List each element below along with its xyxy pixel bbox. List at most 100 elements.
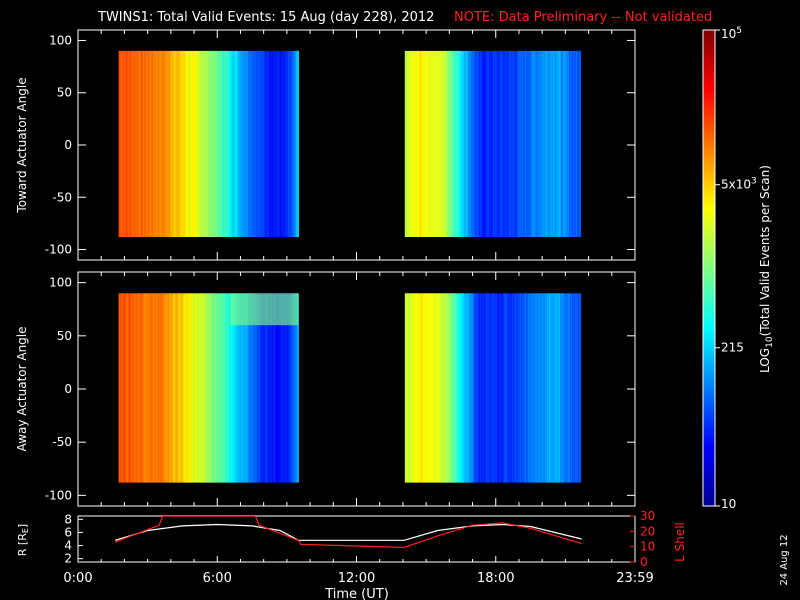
- heatmap-column: [440, 293, 443, 483]
- heatmap-column: [137, 293, 139, 483]
- heatmap-column: [419, 50, 422, 238]
- heatmap-column: [565, 293, 568, 483]
- heatmap-column: [285, 50, 287, 238]
- heatmap-column: [295, 50, 297, 238]
- orbit-right-label: L Shell: [673, 522, 687, 562]
- heatmap-column: [494, 50, 497, 238]
- heatmap-column: [437, 293, 440, 483]
- heatmap-column: [238, 50, 240, 238]
- heatmap-column: [424, 50, 427, 238]
- heatmap-column: [541, 50, 544, 238]
- heatmap-column: [257, 50, 259, 238]
- heatmap-column: [544, 50, 547, 238]
- heatmap-column: [543, 293, 546, 483]
- heatmap-column: [183, 50, 185, 238]
- heatmap-column: [215, 293, 217, 483]
- heatmap-column: [190, 293, 192, 483]
- y-tick-label: 100: [49, 276, 72, 290]
- heatmap-column: [528, 293, 531, 483]
- heatmap-column: [473, 50, 476, 238]
- heatmap-column: [126, 293, 128, 483]
- heatmap-column: [145, 50, 147, 238]
- heatmap-column: [124, 293, 126, 483]
- heatmap-column: [203, 293, 205, 483]
- heatmap-column: [239, 50, 241, 238]
- heatmap-column: [142, 293, 144, 483]
- heatmap-column: [241, 293, 243, 483]
- heatmap-column: [421, 50, 424, 238]
- heatmap-column: [405, 293, 408, 483]
- heatmap-column: [427, 50, 430, 238]
- heatmap-column: [238, 293, 240, 483]
- heatmap-column: [206, 293, 208, 483]
- heatmap-column: [478, 50, 481, 238]
- heatmap-column: [565, 50, 568, 238]
- heatmap-column: [502, 50, 505, 238]
- toward-heatmap-group: [118, 50, 582, 238]
- heatmap-column: [538, 50, 541, 238]
- heatmap-column: [204, 293, 206, 483]
- heatmap-column: [537, 50, 540, 238]
- heatmap-column: [441, 50, 444, 238]
- heatmap-column: [275, 50, 277, 238]
- heatmap-column: [283, 293, 285, 483]
- heatmap-column: [219, 293, 221, 483]
- heatmap-column: [213, 293, 215, 483]
- heatmap-column: [125, 293, 127, 483]
- heatmap-column: [168, 50, 170, 238]
- heatmap-column: [560, 50, 563, 238]
- heatmap-column: [562, 50, 565, 238]
- heatmap-column: [262, 293, 264, 483]
- heatmap-column: [209, 293, 211, 483]
- heatmap-column: [193, 293, 195, 483]
- heatmap-column: [456, 293, 459, 483]
- heatmap-column: [184, 293, 186, 483]
- heatmap-column: [192, 293, 194, 483]
- heatmap-column: [268, 293, 270, 483]
- heatmap-column: [166, 293, 168, 483]
- heatmap-column: [142, 50, 144, 238]
- heatmap-column: [453, 293, 456, 483]
- heatmap-column: [434, 293, 437, 483]
- heatmap-column: [140, 293, 142, 483]
- heatmap-column: [175, 50, 177, 238]
- heatmap-column: [235, 293, 237, 483]
- heatmap-column: [534, 50, 537, 238]
- heatmap-column: [226, 50, 228, 238]
- date-stamp: 24 Aug 12: [779, 534, 790, 585]
- chart-title: TWINS1: Total Valid Events: 15 Aug (day …: [97, 10, 434, 25]
- heatmap-column: [440, 50, 443, 238]
- heatmap-column: [465, 293, 468, 483]
- heatmap-column: [443, 50, 446, 238]
- heatmap-column: [557, 50, 560, 238]
- heatmap-column: [189, 50, 191, 238]
- heatmap-column: [575, 293, 578, 483]
- heatmap-column: [281, 50, 283, 238]
- heatmap-column: [462, 293, 465, 483]
- heatmap-column: [229, 293, 231, 483]
- heatmap-column: [171, 50, 173, 238]
- heatmap-column: [552, 293, 555, 483]
- r-tick-label: 8: [64, 512, 72, 526]
- heatmap-column: [472, 293, 475, 483]
- heatmap-column: [569, 293, 572, 483]
- heatmap-column: [192, 50, 194, 238]
- heatmap-column: [151, 293, 153, 483]
- heatmap-column: [518, 293, 521, 483]
- heatmap-column: [467, 293, 470, 483]
- heatmap-column: [209, 50, 211, 238]
- heatmap-column: [167, 50, 169, 238]
- heatmap-column: [146, 293, 148, 483]
- heatmap-column: [127, 50, 129, 238]
- heatmap-column: [420, 50, 423, 238]
- heatmap-column: [561, 293, 564, 483]
- heatmap-column: [202, 50, 204, 238]
- heatmap-column: [490, 50, 493, 238]
- heatmap-column: [457, 293, 460, 483]
- heatmap-column: [278, 50, 280, 238]
- lshell-tick-label: 0: [640, 555, 648, 569]
- heatmap-column: [162, 293, 164, 483]
- heatmap-column: [167, 293, 169, 483]
